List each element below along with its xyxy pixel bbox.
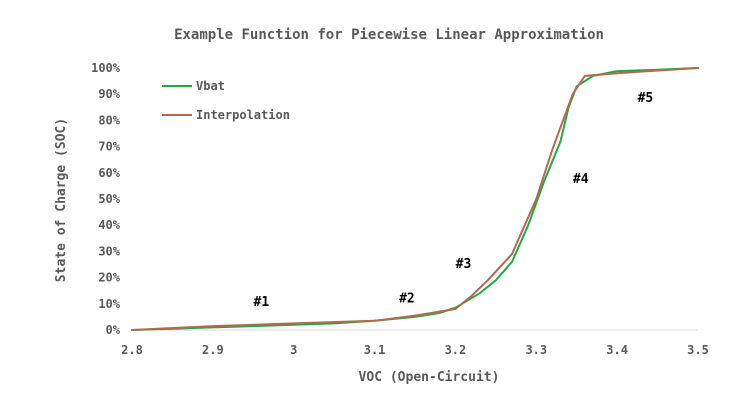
y-tick-label: 60% <box>98 166 120 180</box>
y-tick-label: 80% <box>98 113 120 127</box>
segment-label: #4 <box>573 172 589 187</box>
y-tick-label: 50% <box>98 192 120 206</box>
y-axis-ticks: 0% 10% 20% 30% 40% 50% 60% 70% 80% 90% 100% <box>91 61 121 337</box>
y-tick-label: 70% <box>98 140 120 154</box>
legend-label: Interpolation <box>196 108 290 122</box>
y-tick-label: 0% <box>106 323 121 337</box>
x-tick-label: 3.2 <box>445 343 467 357</box>
series-line-vbat <box>131 67 699 331</box>
segment-label: #2 <box>399 291 415 306</box>
legend: Vbat Interpolation <box>162 79 290 122</box>
x-tick-label: 2.8 <box>121 343 143 357</box>
legend-label: Vbat <box>196 79 225 93</box>
y-tick-label: 30% <box>98 244 120 258</box>
annotation-layer: #1 #2 #3 #4 #5 <box>254 91 654 310</box>
x-tick-label: 3 <box>290 343 297 357</box>
segment-label: #5 <box>638 91 654 106</box>
x-tick-label: 3.4 <box>606 343 628 357</box>
series-line-interpolation <box>131 67 699 331</box>
segment-label: #1 <box>254 295 270 310</box>
x-axis-title: VOC (Open-Circuit) <box>359 370 500 385</box>
x-tick-label: 3.3 <box>525 343 547 357</box>
y-tick-label: 100% <box>91 61 121 75</box>
y-tick-label: 90% <box>98 87 120 101</box>
y-tick-label: 10% <box>98 297 120 311</box>
x-tick-label: 3.1 <box>364 343 386 357</box>
y-tick-label: 40% <box>98 218 120 232</box>
segment-label: #3 <box>456 257 472 272</box>
y-axis-title: State of Charge (SOC) <box>54 118 69 282</box>
series-layer <box>131 67 699 331</box>
x-axis-ticks: 2.8 2.9 3 3.1 3.2 3.3 3.4 3.5 <box>121 343 709 357</box>
x-tick-label: 2.9 <box>202 343 224 357</box>
y-tick-label: 20% <box>98 271 120 285</box>
x-tick-label: 3.5 <box>687 343 709 357</box>
chart-title: Example Function for Piecewise Linear Ap… <box>174 27 604 43</box>
